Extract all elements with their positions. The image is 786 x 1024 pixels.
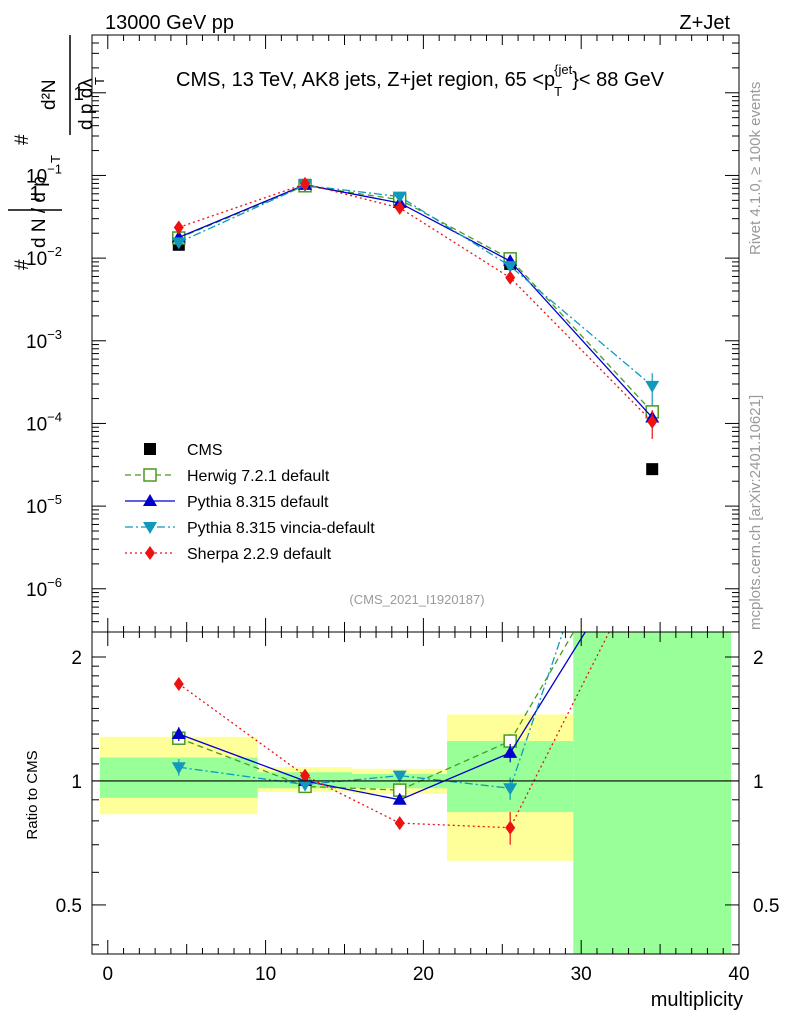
legend-marker-vincia — [143, 522, 157, 534]
lower-ytick-label-right: 2 — [753, 648, 764, 669]
energy-label: 13000 GeV pp — [105, 12, 234, 34]
ratio-point-sherpa — [394, 816, 405, 831]
legend-item-sherpa: Sherpa 2.2.9 default — [125, 546, 332, 563]
ylabel-dN-dpT: # — [12, 259, 33, 270]
data-point-vincia — [392, 191, 407, 204]
upper-ytick-label: 10−2 — [26, 244, 62, 270]
ratio-point-vincia — [171, 762, 186, 775]
data-point-sherpa — [394, 200, 405, 215]
legend-marker-herwig — [143, 468, 157, 482]
legend-marker-sherpa — [145, 546, 155, 560]
series-line-sherpa — [178, 183, 653, 423]
xtick-label: 20 — [413, 964, 434, 985]
ylabel-pT-sub: T — [48, 155, 63, 163]
legend-label: Sherpa 2.2.9 default — [187, 546, 332, 563]
data-point-sherpa — [505, 270, 516, 285]
lower-ytick-label: 1 — [71, 772, 82, 793]
data-point-vincia — [645, 380, 660, 393]
lower-ytick-label-right: 0.5 — [753, 896, 779, 917]
legend-label: Pythia 8.315 default — [187, 494, 329, 511]
ratio-point-sherpa — [173, 676, 184, 691]
upper-panel: CMS, 13 TeV, AK8 jets, Z+jet region, 65 … — [26, 34, 740, 633]
series-sherpa — [173, 176, 658, 439]
upper-ytick-label: 10−5 — [26, 492, 62, 518]
upper-ytick-label: 10−6 — [26, 575, 62, 601]
data-point-vincia — [503, 261, 518, 274]
ratio-point-pythia — [503, 745, 518, 758]
ratio-point-pythia — [392, 792, 407, 805]
ratio-line-herwig — [178, 632, 575, 791]
legend-marker-pythia — [143, 494, 157, 506]
legend-item-cms: CMS — [144, 442, 223, 459]
ylabel-numerator-1: 1 — [29, 183, 40, 205]
analysis-watermark: (CMS_2021_I1920187) — [349, 592, 484, 607]
rivet-label: Rivet 4.1.0, ≥ 100k events — [747, 82, 764, 255]
xtick-label: 30 — [571, 964, 592, 985]
ratio-point-vincia — [392, 770, 407, 783]
data-point-sherpa — [300, 176, 311, 191]
lower-y-axis-label: Ratio to CMS — [24, 750, 41, 839]
ratio-point-pythia — [171, 727, 186, 740]
ylabel-hash: # — [12, 134, 33, 145]
legend-label: CMS — [187, 442, 223, 459]
legend-marker-cms — [144, 443, 156, 455]
legend-item-pythia: Pythia 8.315 default — [125, 494, 329, 511]
ratio-point-vincia — [503, 783, 518, 796]
lower-ytick-label-right: 1 — [753, 772, 764, 793]
upper-ytick-label: 10−1 — [26, 161, 62, 187]
upper-ytick-label: 10−3 — [26, 327, 62, 353]
series-line-vincia — [178, 184, 653, 387]
data-point-sherpa — [173, 220, 184, 235]
series-vincia — [171, 180, 660, 406]
ratio-point-vincia — [298, 779, 313, 792]
ratio-series-sherpa — [173, 632, 610, 845]
upper-frame — [91, 34, 740, 633]
series-cms — [172, 178, 659, 476]
data-point-vincia — [171, 237, 186, 250]
lower-ytick-label: 0.5 — [56, 896, 82, 917]
lower-frame — [91, 631, 740, 955]
upper-ytick-label: 10−4 — [26, 409, 62, 435]
mcplots-label: mcplots.cern.ch [arXiv:2401.10621] — [747, 395, 764, 630]
series-herwig — [172, 179, 659, 419]
data-point-cms — [646, 463, 659, 476]
ylabel-dN-dpT-text: d N / d p — [29, 176, 50, 248]
ylabel-d2N: d²N — [39, 79, 60, 110]
legend-item-herwig: Herwig 7.2.1 default — [125, 468, 330, 485]
data-point-sherpa — [647, 414, 658, 429]
series-line-herwig — [178, 185, 653, 413]
legend-label: Herwig 7.2.1 default — [187, 468, 330, 485]
xtick-label: 0 — [102, 964, 113, 985]
lower-panel: 0.5 0.51 12 20 10 20 30 40 — [56, 631, 779, 985]
ylabel-T-sub-2: T — [92, 77, 107, 85]
x-axis-label: multiplicity — [651, 989, 743, 1011]
chart-title: CMS, 13 TeV, AK8 jets, Z+jet region, 65 … — [176, 62, 665, 99]
ratio-point-sherpa — [300, 768, 311, 783]
legend: CMS Herwig 7.2.1 default Pythia 8.315 defa… — [125, 442, 375, 563]
xtick-label: 40 — [728, 964, 749, 985]
series-line-pythia — [178, 184, 653, 418]
legend-item-vincia: Pythia 8.315 vincia-default — [125, 520, 375, 537]
ratio-line-vincia — [178, 632, 564, 789]
process-label: Z+Jet — [679, 12, 730, 34]
legend-label: Pythia 8.315 vincia-default — [187, 520, 375, 537]
uncertainty-band-green — [573, 632, 732, 954]
upper-y-axis-label: 1 # d N / d p T # d²N d p dλ T — [8, 35, 107, 270]
ratio-point-sherpa — [505, 820, 516, 835]
ratio-series-vincia — [171, 632, 564, 800]
xtick-label: 10 — [255, 964, 276, 985]
lower-ytick-label: 2 — [71, 648, 82, 669]
series-pythia — [171, 177, 660, 423]
upper-ytick-label: 1 — [73, 84, 84, 105]
